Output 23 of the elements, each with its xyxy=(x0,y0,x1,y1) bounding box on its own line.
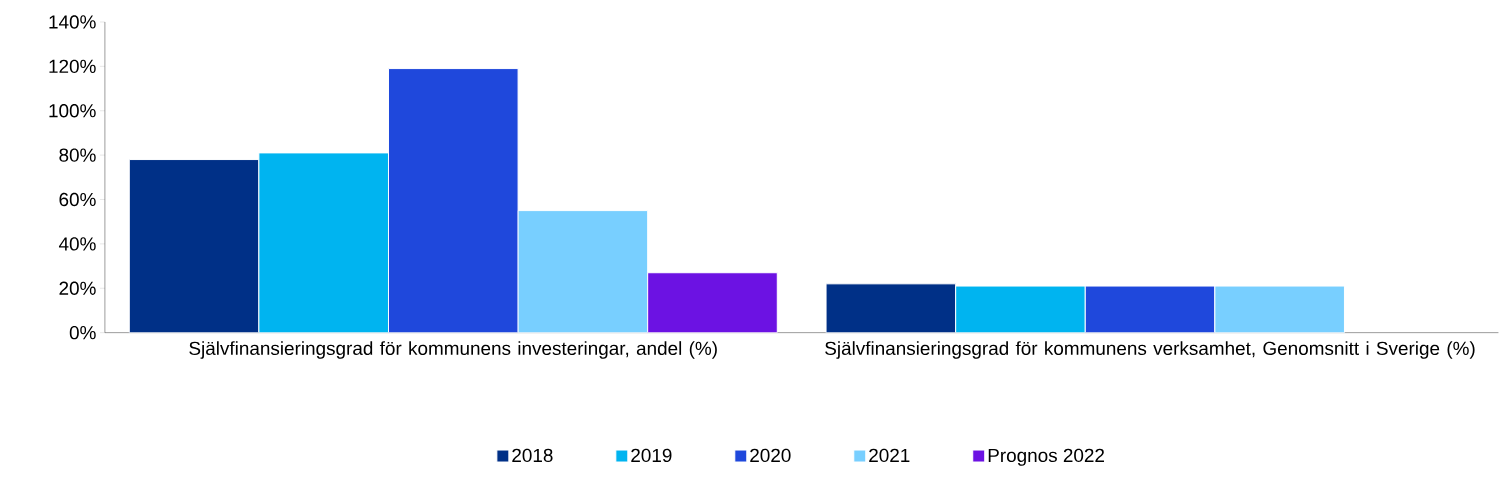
legend-label: 2018 xyxy=(512,448,553,462)
bar xyxy=(128,158,260,333)
y-tick-label: 120% xyxy=(49,59,96,73)
y-tick-label: 140% xyxy=(49,15,96,29)
x-tick-label: Självfinansieringsgrad för kommunens investeringar, andel (%) xyxy=(189,340,717,359)
y-tick-label: 0% xyxy=(69,325,96,340)
bar xyxy=(517,209,649,333)
y-tick-label: 40% xyxy=(58,236,96,251)
legend-label: 2021 xyxy=(869,448,910,462)
x-tick-label: Självfinansieringsgrad för kommunens verksamhet, Genomsnitt i Sverige (%) xyxy=(825,340,1475,359)
bar xyxy=(387,67,519,333)
y-tick-label: 80% xyxy=(59,148,96,162)
y-tick-label: 20% xyxy=(59,281,96,295)
legend-label: Prognos 2022 xyxy=(988,448,1104,466)
bar xyxy=(1084,285,1216,333)
bar xyxy=(955,285,1086,333)
bar xyxy=(1214,285,1345,333)
bar xyxy=(825,283,957,333)
legend-label: 2020 xyxy=(750,448,791,462)
y-tick-label: 60% xyxy=(59,192,96,206)
legend-label: 2019 xyxy=(631,448,672,462)
y-tick-label: 100% xyxy=(49,103,96,118)
bar xyxy=(258,152,389,333)
